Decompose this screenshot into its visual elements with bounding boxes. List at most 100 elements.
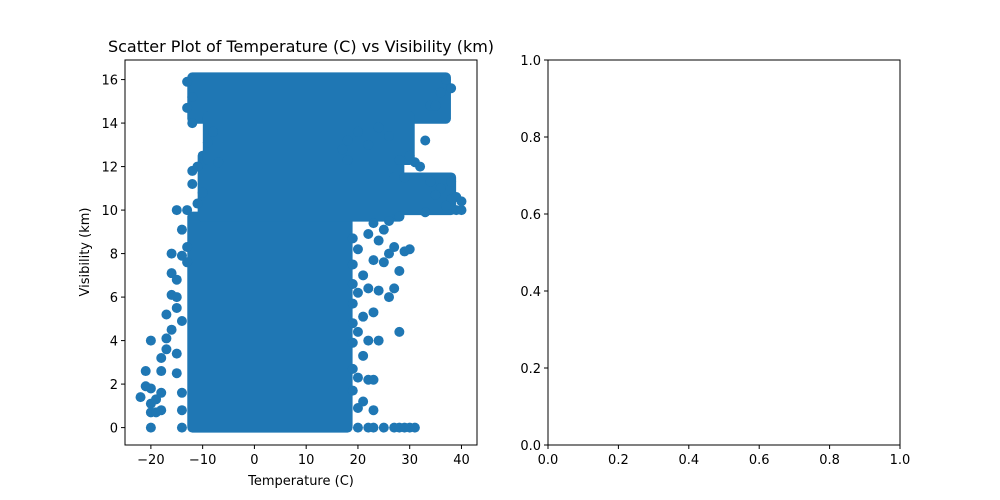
scatter-point xyxy=(368,307,379,318)
x-tick-label: 0.4 xyxy=(678,453,699,468)
scatter-point xyxy=(347,298,358,309)
scatter-point xyxy=(192,198,203,209)
scatter-point xyxy=(156,405,167,416)
scatter-point xyxy=(430,189,441,200)
scatter-point xyxy=(213,157,224,168)
scatter-point xyxy=(171,205,182,216)
y-tick-label: 14 xyxy=(101,117,118,132)
y-tick-label: 0.6 xyxy=(520,208,541,223)
scatter-point xyxy=(358,396,369,407)
scatter-point xyxy=(202,137,213,148)
scatter-point xyxy=(399,172,410,183)
scatter-point xyxy=(182,102,193,113)
scatter-point xyxy=(347,259,358,270)
scatter-point xyxy=(446,176,457,187)
y-tick-label: 6 xyxy=(110,291,118,306)
scatter-point xyxy=(347,279,358,290)
x-tick-label: −20 xyxy=(137,453,164,468)
scatter-point xyxy=(171,348,182,359)
x-tick-label: 0.6 xyxy=(749,453,770,468)
scatter-point xyxy=(368,218,379,229)
scatter-point xyxy=(192,161,203,172)
y-tick-label: 16 xyxy=(101,74,118,89)
scatter-point xyxy=(337,144,348,155)
dense-point-cluster xyxy=(202,111,415,166)
scatter-point xyxy=(363,139,374,150)
scatter-point xyxy=(368,405,379,416)
scatter-point xyxy=(342,155,353,166)
y-axis-label: Visibility (km) xyxy=(78,208,93,297)
scatter-point xyxy=(363,335,374,346)
scatter-point xyxy=(182,76,193,87)
scatter-point xyxy=(140,366,151,377)
scatter-point xyxy=(347,318,358,329)
x-tick-label: 0 xyxy=(250,453,258,468)
scatter-point xyxy=(394,265,405,276)
scatter-point xyxy=(456,205,467,216)
scatter-point xyxy=(156,366,167,377)
scatter-point xyxy=(187,118,198,129)
scatter-point xyxy=(176,316,187,327)
scatter-point xyxy=(394,211,405,222)
scatter-point xyxy=(368,374,379,385)
scatter-point xyxy=(389,242,400,253)
scatter-point xyxy=(145,383,156,394)
scatter-point xyxy=(166,248,177,259)
chart-title: Scatter Plot of Temperature (C) vs Visib… xyxy=(108,37,494,56)
scatter-point xyxy=(347,385,358,396)
dense-point-cluster xyxy=(389,172,457,216)
scatter-point xyxy=(171,292,182,303)
scatter-point xyxy=(352,372,363,383)
scatter-point xyxy=(187,178,198,189)
scatter-point xyxy=(358,270,369,281)
scatter-point xyxy=(378,224,389,235)
scatter-point xyxy=(384,215,394,226)
scatter-point xyxy=(182,205,193,216)
scatter-point xyxy=(176,422,187,433)
axis-ticks-right: 0.0 0.2 0.4 0.6 0.8 1.0 0.0 0.2 0.4 0.6 0.8 1.0 xyxy=(520,54,910,468)
scatter-point xyxy=(352,244,363,255)
scatter-point xyxy=(420,207,431,218)
scatter-point xyxy=(156,387,167,398)
scatter-axes-left: Scatter Plot of Temperature (C) vs Visib… xyxy=(78,37,494,489)
scatter-point xyxy=(420,135,431,146)
scatter-point xyxy=(156,352,167,363)
y-tick-label: 2 xyxy=(110,378,118,393)
scatter-point xyxy=(373,335,384,346)
scatter-point xyxy=(363,283,374,294)
scatter-point xyxy=(425,176,436,187)
scatter-point xyxy=(409,422,420,433)
scatter-point xyxy=(440,74,451,85)
scatter-point xyxy=(378,257,389,268)
dense-point-cluster xyxy=(187,72,451,124)
scatter-point xyxy=(404,244,415,255)
scatter-point xyxy=(435,87,446,98)
scatter-point xyxy=(373,235,384,246)
x-tick-label: 30 xyxy=(401,453,418,468)
x-tick-label: 20 xyxy=(350,453,367,468)
scatter-point xyxy=(352,287,363,298)
y-tick-label: 8 xyxy=(110,248,118,263)
scatter-point xyxy=(440,200,451,211)
y-tick-label: 12 xyxy=(101,161,118,176)
y-tick-label: 10 xyxy=(101,204,118,219)
x-tick-label: 0.0 xyxy=(538,453,559,468)
dense-point-cluster xyxy=(187,211,353,433)
scatter-point xyxy=(171,368,182,379)
scatter-point xyxy=(363,229,374,240)
scatter-point xyxy=(187,91,198,102)
x-tick-label: 1.0 xyxy=(890,453,911,468)
dense-point-cluster xyxy=(197,150,405,222)
scatter-point xyxy=(384,292,394,303)
scatter-point xyxy=(347,363,358,374)
scatter-point xyxy=(378,422,389,433)
y-tick-label: 0.8 xyxy=(520,131,541,146)
x-tick-label: −10 xyxy=(189,453,216,468)
scatter-point xyxy=(358,311,369,322)
scatter-point xyxy=(347,233,358,244)
scatter-point xyxy=(415,161,426,172)
scatter-point xyxy=(176,224,187,235)
scatter-point xyxy=(176,405,187,416)
